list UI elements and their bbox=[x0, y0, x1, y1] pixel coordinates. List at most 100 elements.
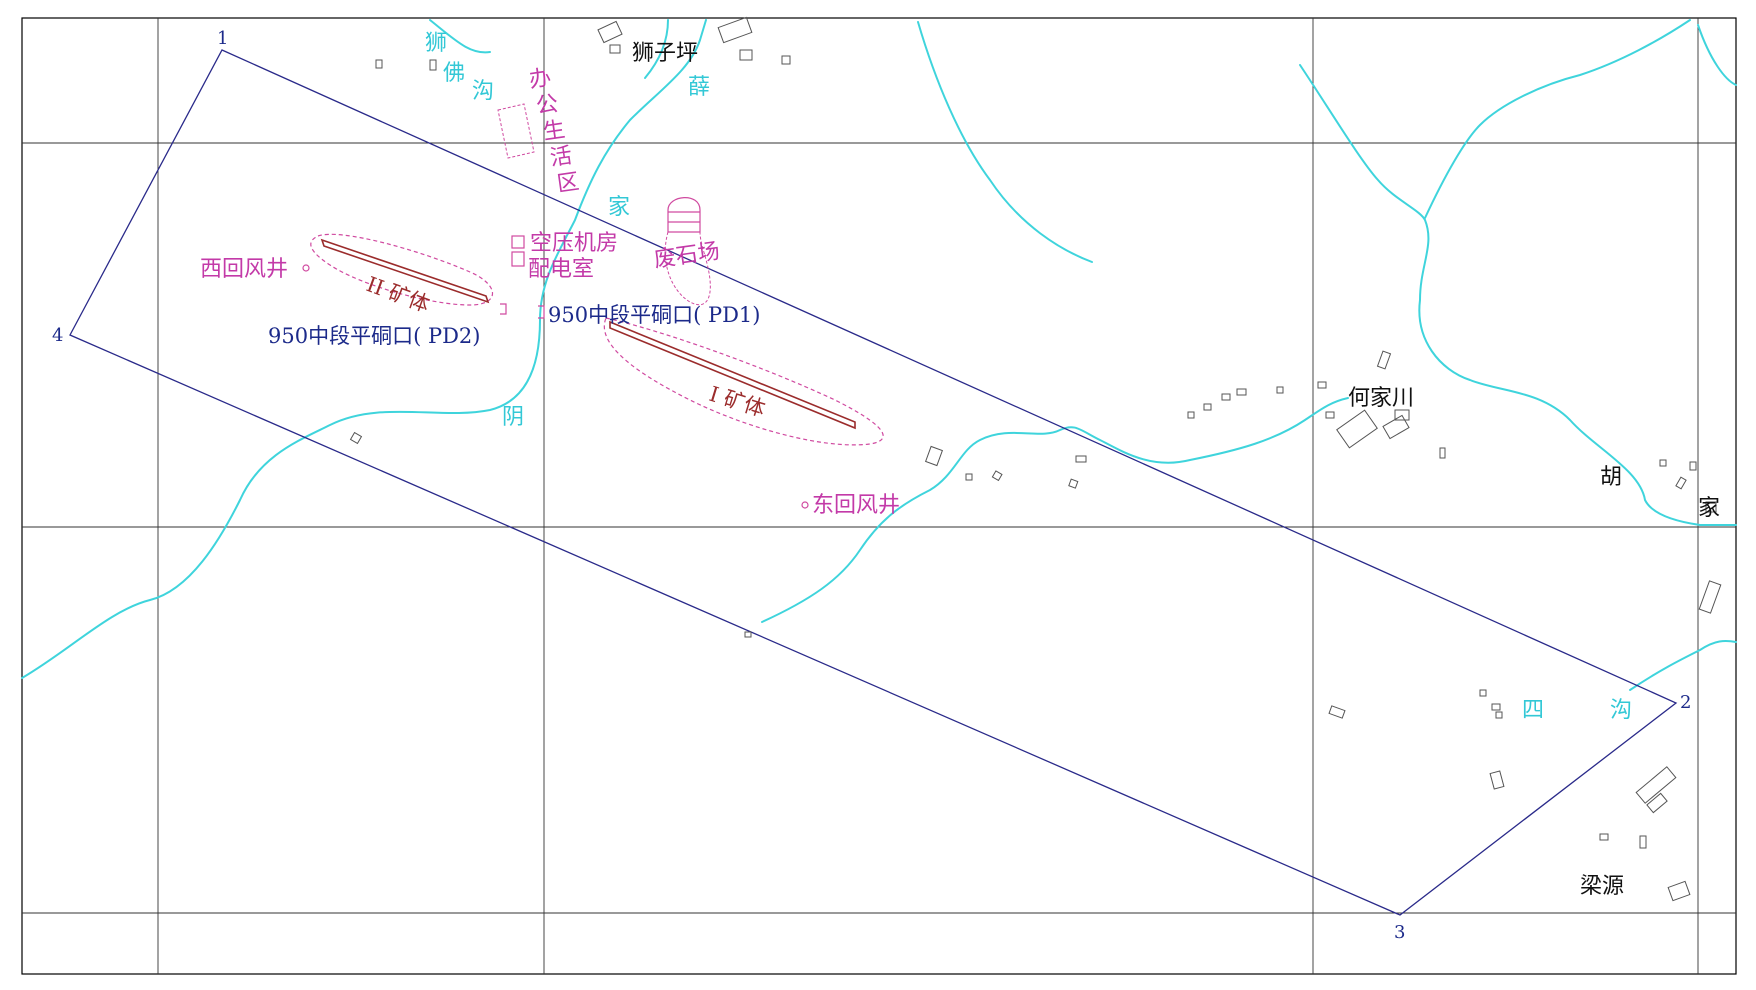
water-label-gou: 沟 bbox=[472, 79, 494, 104]
streams bbox=[21, 19, 1737, 691]
stream-east-lower bbox=[761, 397, 1349, 623]
east-shaft-symbol bbox=[801, 501, 809, 509]
building bbox=[1689, 461, 1697, 471]
waste-yard-extent bbox=[664, 231, 711, 306]
ore-body-1-vein bbox=[609, 320, 856, 430]
building bbox=[1336, 409, 1378, 449]
building bbox=[1646, 792, 1668, 814]
ore-body-2: II 矿体 bbox=[310, 233, 494, 317]
office-area-char: 公 bbox=[534, 92, 559, 120]
building bbox=[375, 59, 383, 69]
building bbox=[1639, 835, 1647, 849]
stream-main-west bbox=[21, 19, 707, 679]
building bbox=[1276, 386, 1284, 394]
building bbox=[1203, 403, 1212, 411]
building bbox=[597, 20, 623, 44]
building bbox=[1635, 766, 1677, 804]
water-label-si: 四 bbox=[1522, 698, 1544, 723]
building bbox=[1328, 705, 1346, 719]
ore-body-2-extent bbox=[310, 233, 494, 306]
building bbox=[1187, 411, 1195, 419]
substation-label: 配电室 bbox=[528, 257, 594, 282]
water-label-shi: 狮 bbox=[425, 31, 447, 56]
building bbox=[1068, 478, 1079, 489]
corner-label-1: 1 bbox=[217, 28, 228, 49]
office-area-char: 生 bbox=[541, 118, 566, 146]
office-area-char: 办 bbox=[527, 66, 552, 94]
compressor-house-symbol bbox=[511, 235, 525, 249]
ore-body-1-label: I 矿体 bbox=[707, 382, 769, 422]
building bbox=[1221, 393, 1231, 401]
building bbox=[1479, 689, 1487, 697]
ore-body-2-vein bbox=[320, 238, 490, 304]
adit-pd2-label: 950中段平硐口( PD2) bbox=[268, 324, 480, 348]
office-area-char: 区 bbox=[555, 170, 580, 198]
waste-yard-dump bbox=[667, 197, 701, 233]
stream-shifo bbox=[429, 19, 491, 54]
building bbox=[1317, 381, 1327, 389]
building bbox=[924, 445, 944, 467]
building bbox=[744, 631, 752, 638]
building bbox=[609, 44, 621, 54]
building bbox=[429, 59, 437, 71]
building bbox=[739, 49, 753, 61]
place-hejiachuan: 何家川 bbox=[1348, 386, 1414, 411]
building bbox=[1489, 770, 1505, 790]
place-jia: 家 bbox=[1698, 496, 1720, 521]
map-frame bbox=[21, 17, 1737, 975]
west-shaft-label: 西回风井 bbox=[200, 257, 288, 282]
building bbox=[1236, 388, 1247, 396]
water-label-jia: 家 bbox=[608, 195, 630, 220]
water-labels: 狮 佛 沟 薛 家 阴 四 沟 bbox=[425, 31, 1632, 723]
building bbox=[1659, 459, 1667, 467]
village-buildings bbox=[349, 16, 1722, 902]
building bbox=[1495, 711, 1503, 719]
ore-body-1-extent bbox=[603, 317, 884, 446]
pd1-adit-symbol bbox=[538, 305, 545, 319]
adit-pd1-label: 950中段平硐口( PD1) bbox=[548, 303, 760, 327]
facility-structures bbox=[302, 103, 809, 509]
building bbox=[717, 16, 753, 44]
building bbox=[1491, 703, 1501, 711]
building bbox=[1325, 411, 1335, 419]
mining-boundary bbox=[69, 49, 1678, 916]
boundary-corners: 1 2 3 4 bbox=[52, 28, 1691, 943]
building bbox=[1667, 880, 1691, 902]
building bbox=[1439, 447, 1446, 459]
building bbox=[1675, 476, 1687, 490]
building bbox=[1382, 414, 1410, 440]
building bbox=[965, 473, 973, 481]
building bbox=[991, 470, 1003, 482]
stream-xuejia bbox=[644, 19, 669, 79]
adit-labels: 950中段平硐口( PD1) 950中段平硐口( PD2) bbox=[268, 303, 760, 348]
stream-east-edge bbox=[1697, 24, 1737, 86]
water-label-fo: 佛 bbox=[443, 61, 465, 86]
corner-label-4: 4 bbox=[52, 325, 63, 346]
building bbox=[1075, 455, 1087, 463]
water-label-gou-2: 沟 bbox=[1610, 698, 1632, 723]
building bbox=[1705, 501, 1717, 513]
stream-hejiachuan bbox=[1299, 64, 1737, 526]
west-shaft-symbol bbox=[302, 264, 310, 272]
building bbox=[781, 55, 791, 65]
substation-symbol bbox=[511, 251, 525, 267]
building bbox=[1698, 580, 1722, 614]
office-area-outline bbox=[497, 103, 535, 159]
building bbox=[1599, 833, 1609, 841]
stream-central bbox=[917, 21, 1093, 263]
waste-yard-label: 废石场 bbox=[653, 239, 722, 273]
east-shaft-label: 东回风井 bbox=[812, 493, 900, 518]
stream-sigou bbox=[1629, 640, 1737, 691]
place-hu: 胡 bbox=[1600, 465, 1622, 490]
office-area-char: 活 bbox=[548, 144, 573, 172]
facility-labels: 办 公 生 活 区 空压机房 配电室 废石场 西回风井 东回风井 bbox=[200, 66, 900, 518]
compressor-house-label: 空压机房 bbox=[530, 231, 618, 256]
pd2-adit-symbol bbox=[500, 303, 507, 315]
corner-label-2: 2 bbox=[1680, 692, 1691, 713]
water-label-xue: 薛 bbox=[688, 75, 710, 100]
ore-body-1: I 矿体 bbox=[603, 317, 884, 446]
place-shizi-ping: 狮子坪 bbox=[632, 41, 698, 66]
stream-northeast bbox=[1424, 19, 1691, 219]
building bbox=[1394, 409, 1410, 421]
